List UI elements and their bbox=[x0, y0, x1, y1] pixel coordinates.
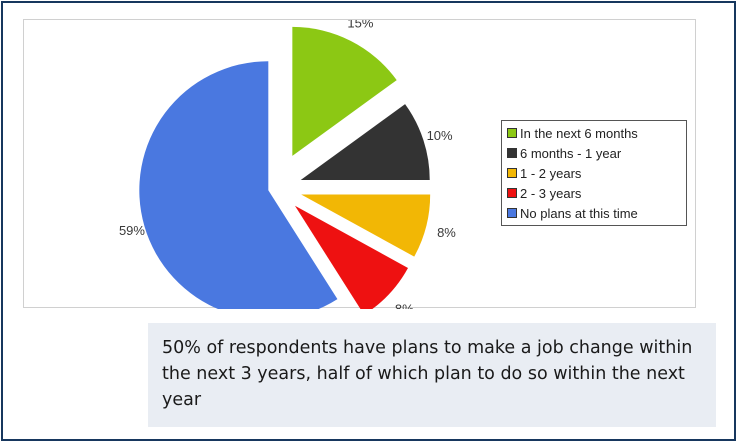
legend-label: 1 - 2 years bbox=[520, 165, 582, 181]
slice-percent-label: 8% bbox=[395, 301, 414, 309]
pie-slice bbox=[301, 194, 431, 257]
pie-chart: 15% 10% 8% 8% 59% bbox=[119, 20, 456, 309]
slice-percent-label: 15% bbox=[347, 20, 373, 30]
slide-frame: 15% 10% 8% 8% 59% In the next 6 months 6 mont… bbox=[1, 1, 736, 441]
legend-swatch bbox=[507, 208, 517, 218]
legend-item: 2 - 3 years bbox=[507, 183, 682, 203]
legend-swatch bbox=[507, 128, 517, 138]
legend-item: In the next 6 months bbox=[507, 123, 682, 143]
legend: In the next 6 months 6 months - 1 year 1 -… bbox=[501, 120, 687, 226]
legend-item: 6 months - 1 year bbox=[507, 143, 682, 163]
chart-panel: 15% 10% 8% 8% 59% In the next 6 months 6 mont… bbox=[23, 19, 696, 309]
pie-slice bbox=[294, 205, 408, 309]
pie-slice bbox=[139, 61, 338, 309]
slice-percent-label: 8% bbox=[437, 225, 456, 240]
legend-label: 6 months - 1 year bbox=[520, 145, 622, 161]
legend-label: In the next 6 months bbox=[520, 125, 638, 141]
legend-label: 2 - 3 years bbox=[520, 185, 582, 201]
legend-item: 1 - 2 years bbox=[507, 163, 682, 183]
slice-percent-label: 59% bbox=[119, 223, 145, 238]
caption-box: 50% of respondents have plans to make a … bbox=[148, 323, 716, 427]
pie-slice bbox=[292, 26, 397, 156]
legend-item: No plans at this time bbox=[507, 203, 682, 223]
legend-swatch bbox=[507, 148, 517, 158]
legend-swatch bbox=[507, 168, 517, 178]
legend-swatch bbox=[507, 188, 517, 198]
legend-label: No plans at this time bbox=[520, 205, 638, 221]
caption-text: 50% of respondents have plans to make a … bbox=[162, 338, 693, 410]
slice-percent-label: 10% bbox=[427, 128, 453, 143]
pie-slice bbox=[300, 104, 430, 180]
